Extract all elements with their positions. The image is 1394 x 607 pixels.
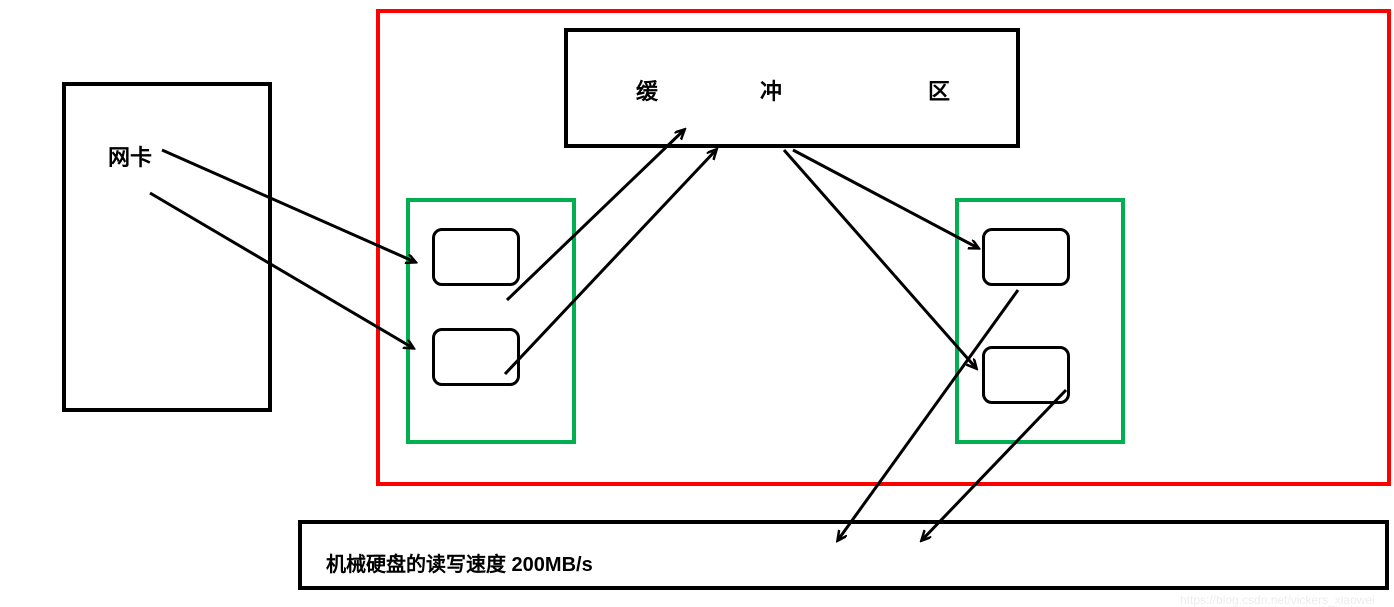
arrow-line <box>784 150 976 368</box>
arrow-line <box>922 390 1066 540</box>
arrow-line <box>793 150 978 248</box>
arrow-line <box>838 290 1018 540</box>
arrows-layer <box>0 0 1394 607</box>
arrow-line <box>162 150 415 262</box>
arrow-line <box>505 150 716 374</box>
arrow-line <box>150 193 413 348</box>
arrow-line <box>507 130 684 300</box>
